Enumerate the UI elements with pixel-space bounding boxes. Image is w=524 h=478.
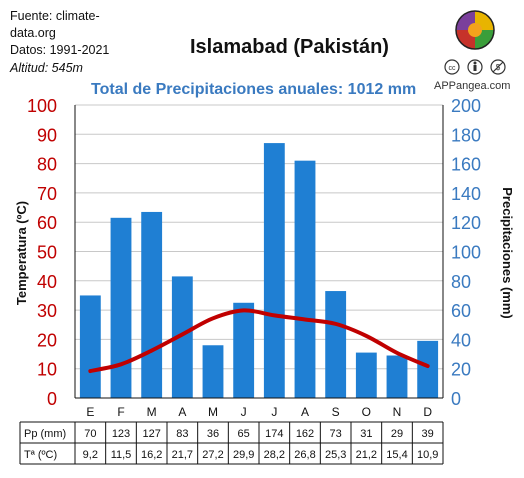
table-cell: 26,8: [294, 449, 315, 461]
right-tick-label: 0: [451, 389, 461, 409]
table-cell: 36: [207, 428, 219, 440]
x-tick-label: A: [178, 405, 186, 419]
left-tick-label: 90: [37, 125, 57, 145]
svg-text:cc: cc: [449, 65, 457, 72]
right-tick-label: 100: [451, 243, 481, 263]
precip-bar: [202, 345, 224, 398]
right-tick-label: 140: [451, 184, 481, 204]
table-cell: 174: [265, 428, 283, 440]
x-tick-label: D: [423, 405, 432, 419]
right-tick-label: 20: [451, 360, 471, 380]
left-axis-ticks: 0 10 20 30 40 50 60 70 80 90 100: [27, 96, 57, 409]
chart-title: Islamabad (Pakistán): [190, 36, 389, 58]
table-cell: 127: [142, 428, 160, 440]
table-cell: 28,2: [264, 449, 285, 461]
left-tick-label: 10: [37, 360, 57, 380]
precip-bars: [79, 143, 439, 398]
precip-bar: [233, 302, 255, 398]
left-axis-label: Temperatura (ºC): [14, 201, 29, 305]
table-cell: 10,9: [417, 449, 438, 461]
precip-bar: [386, 355, 408, 398]
left-tick-label: 80: [37, 155, 57, 175]
x-tick-label: E: [86, 405, 94, 419]
x-tick-label: M: [147, 405, 157, 419]
right-tick-label: 60: [451, 301, 471, 321]
precip-bar: [263, 143, 285, 398]
x-tick-label: M: [208, 405, 218, 419]
x-tick-label: F: [117, 405, 124, 419]
temperature-line: [88, 308, 430, 374]
axes: [74, 105, 444, 399]
license-icons: cc $: [444, 59, 506, 75]
x-tick-label: A: [301, 405, 309, 419]
left-tick-label: 60: [37, 213, 57, 233]
x-tick-label: O: [362, 405, 371, 419]
precip-bar: [325, 291, 347, 398]
right-tick-label: 80: [451, 272, 471, 292]
right-tick-label: 200: [451, 96, 481, 116]
precip-bar: [141, 211, 163, 398]
table-row-label: Tª (ºC): [24, 449, 57, 461]
left-tick-label: 0: [47, 389, 57, 409]
table-cell: 65: [238, 428, 250, 440]
source-altitude: Altitud: 545m: [10, 61, 83, 75]
precip-bar: [79, 295, 101, 398]
right-tick-label: 160: [451, 155, 481, 175]
precip-bar: [294, 160, 316, 398]
source-line-2: data.org: [10, 26, 56, 40]
right-axis-label: Precipitaciones (mm): [500, 187, 515, 319]
table-cell: 21,7: [172, 449, 193, 461]
data-table: Pp (mm) 70 123 127 83 36 65 174 162 73 31 29 39 Tª (º…: [19, 421, 444, 465]
left-tick-label: 70: [37, 184, 57, 204]
precip-bar: [355, 352, 377, 398]
table-cell: 27,2: [202, 449, 223, 461]
x-tick-label: J: [271, 405, 277, 419]
table-cell: 9,2: [83, 449, 98, 461]
table-cell: 73: [330, 428, 342, 440]
precip-bar: [171, 276, 193, 398]
table-cell: 11,5: [111, 449, 132, 461]
table-cell: 16,2: [141, 449, 162, 461]
left-tick-label: 20: [37, 330, 57, 350]
table-cell: 25,3: [325, 449, 346, 461]
table-row-label: Pp (mm): [24, 428, 66, 440]
source-dates: Datos: 1991-2021: [10, 43, 110, 57]
precip-bar: [110, 217, 132, 398]
table-cell: 31: [360, 428, 372, 440]
right-tick-label: 180: [451, 125, 481, 145]
chart-subtitle: Total de Precipitaciones anuales: 1012 m…: [91, 81, 417, 98]
right-tick-label: 120: [451, 213, 481, 233]
brand-text: APPangea.com: [434, 80, 511, 92]
table-cell: 29,9: [233, 449, 254, 461]
app-logo-icon: [455, 10, 495, 50]
table-cell: 39: [422, 428, 434, 440]
table-cell: 70: [84, 428, 96, 440]
x-tick-label: S: [332, 405, 340, 419]
table-cell: 123: [112, 428, 130, 440]
table-cell: 21,2: [356, 449, 377, 461]
left-tick-label: 40: [37, 272, 57, 292]
x-tick-label: N: [393, 405, 402, 419]
table-cell: 29: [391, 428, 403, 440]
table-cell: 83: [176, 428, 188, 440]
left-tick-label: 50: [37, 243, 57, 263]
right-axis-ticks: 0 20 40 60 80 100 120 140 160 180 200: [451, 96, 481, 409]
precip-bar: [417, 340, 439, 398]
x-tick-label: J: [241, 405, 247, 419]
table-cell: 162: [296, 428, 314, 440]
left-tick-label: 100: [27, 96, 57, 116]
source-line-1: Fuente: climate-: [10, 9, 100, 23]
right-tick-label: 40: [451, 330, 471, 350]
left-tick-label: 30: [37, 301, 57, 321]
table-cell: 15,4: [386, 449, 407, 461]
